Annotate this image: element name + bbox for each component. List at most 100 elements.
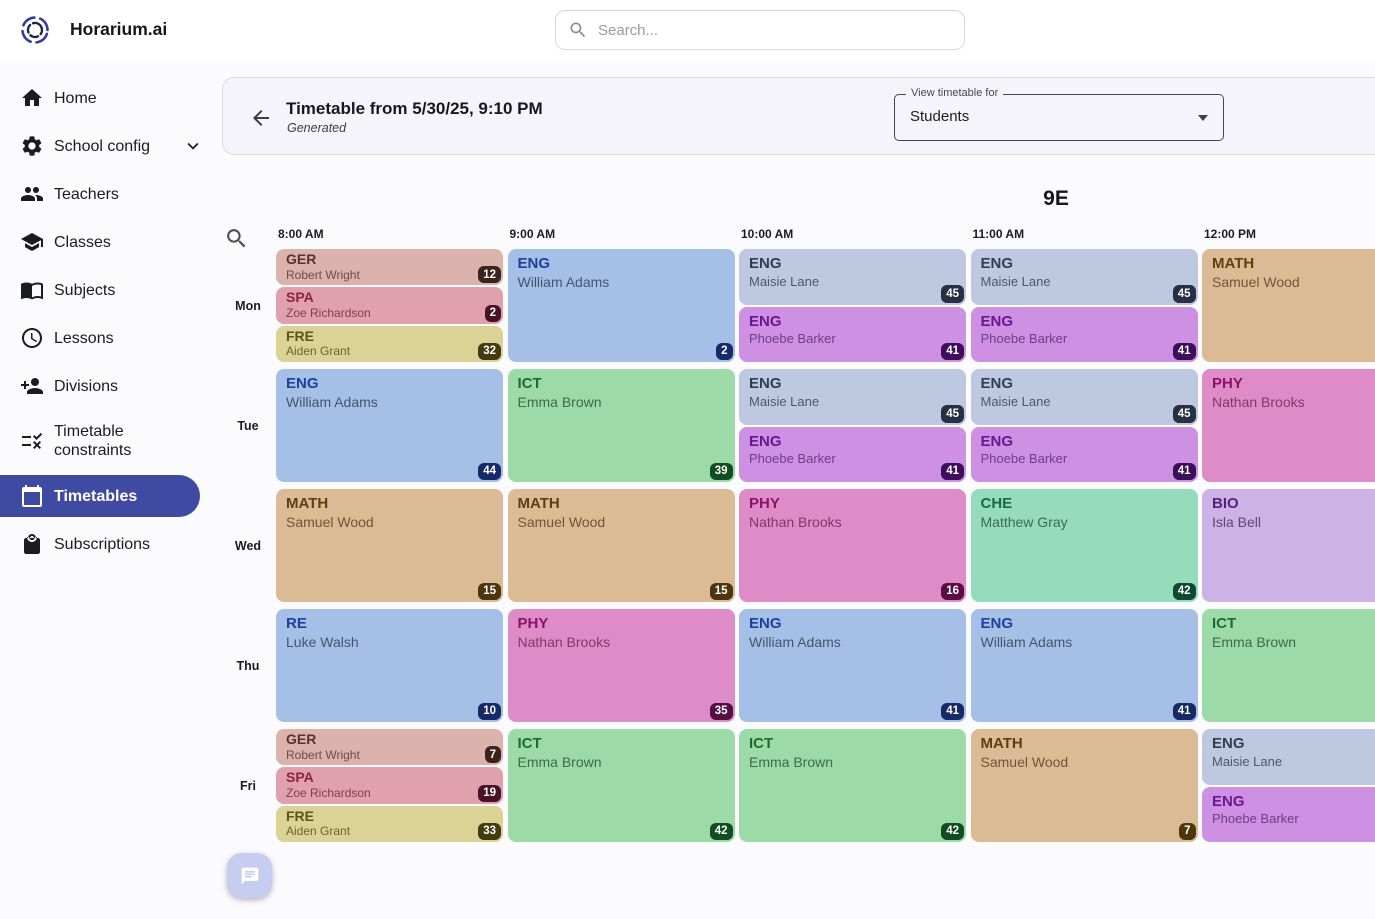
- chevron-down-icon[interactable]: [182, 135, 204, 157]
- sidebar-item-teachers[interactable]: Teachers: [0, 173, 210, 215]
- lesson-teacher-name: Samuel Wood: [286, 513, 374, 530]
- lesson-teacher-name: Nathan Brooks: [517, 633, 611, 650]
- lesson-block[interactable]: MATH Samuel Wood 15: [507, 489, 735, 602]
- timetable-cell: ENG Maisie Lane 45 ENG Phoebe Barker 41: [970, 249, 1198, 362]
- lesson-block[interactable]: FRE Aiden Grant 33: [276, 805, 503, 842]
- sidebar-item-lessons[interactable]: Lessons: [0, 317, 210, 359]
- lesson-block[interactable]: FRE Aiden Grant 32: [276, 325, 503, 362]
- lesson-count-badge: 12: [478, 266, 501, 284]
- lesson-block[interactable]: ENG Phoebe Barker: [1202, 786, 1375, 842]
- time-column-header: 11:00 AM: [972, 227, 1025, 241]
- lesson-block[interactable]: SPA Zoe Richardson 19: [276, 767, 503, 804]
- lesson-count-badge: 42: [1172, 582, 1196, 600]
- search-input[interactable]: [598, 21, 952, 39]
- lesson-count-badge: 41: [941, 342, 964, 360]
- timetable-cell: ICT Emma Brown 39: [507, 369, 735, 482]
- lesson-subject-code: CHE: [980, 495, 1013, 512]
- search-box[interactable]: [555, 10, 965, 50]
- lesson-teacher-name: Samuel Wood: [980, 753, 1069, 770]
- lesson-count-badge: 16: [941, 582, 964, 600]
- lesson-block[interactable]: ENG Phoebe Barker 41: [970, 306, 1198, 362]
- clock-icon: [20, 326, 44, 350]
- lesson-block[interactable]: MATH Samuel Wood 15: [276, 489, 503, 602]
- lesson-block[interactable]: ENG Phoebe Barker 41: [970, 426, 1198, 482]
- lesson-block[interactable]: ENG Phoebe Barker 41: [739, 306, 966, 362]
- lesson-block[interactable]: ENG William Adams 44: [276, 369, 503, 482]
- timetable-cell: CHE Matthew Gray 42: [970, 489, 1198, 602]
- lesson-block[interactable]: PHY Nathan Brooks 16: [739, 489, 966, 602]
- lesson-count-badge: 42: [941, 822, 964, 840]
- selected-pill: [0, 475, 200, 517]
- grid-search-icon[interactable]: [224, 226, 249, 251]
- lesson-block[interactable]: ICT Emma Brown 39: [507, 369, 735, 482]
- sidebar-item-home[interactable]: Home: [0, 77, 210, 119]
- arrow-back-icon: [253, 110, 269, 126]
- lesson-block[interactable]: SPA Zoe Richardson 2: [276, 287, 503, 324]
- lesson-subject-code: FRE: [286, 807, 314, 824]
- sidebar-item-classes[interactable]: Classes: [0, 221, 210, 263]
- lesson-block[interactable]: ICT Emma Brown 42: [739, 729, 966, 842]
- chat-icon: [241, 867, 258, 884]
- lesson-teacher-name: Aiden Grant: [286, 824, 351, 839]
- lesson-block[interactable]: CHE Matthew Gray 42: [970, 489, 1198, 602]
- lesson-block[interactable]: ENG Maisie Lane 45: [970, 249, 1198, 305]
- lesson-block[interactable]: MATH Samuel Wood 7: [970, 729, 1198, 842]
- lesson-block[interactable]: ENG Maisie Lane 45: [970, 369, 1198, 425]
- lesson-block[interactable]: ENG William Adams 41: [970, 609, 1198, 722]
- lesson-block[interactable]: PHY Nathan Brooks 35: [507, 609, 735, 722]
- timetable-cell: PHY Nathan Brooks 16: [739, 489, 966, 602]
- sidebar-item-timetable-constraints[interactable]: Timetable constraints: [0, 419, 210, 463]
- lesson-block[interactable]: ENG William Adams 2: [507, 249, 735, 362]
- lesson-block[interactable]: PHY Nathan Brooks: [1202, 369, 1375, 482]
- timetable-title: Timetable from 5/30/25, 9:10 PM: [286, 99, 543, 118]
- lesson-count-badge: 15: [478, 582, 501, 600]
- back-button[interactable]: [249, 106, 273, 130]
- lesson-block[interactable]: RE Luke Walsh 10: [276, 609, 503, 722]
- day-row-label: Tue: [237, 418, 259, 433]
- sidebar-item-timetables[interactable]: Timetables: [0, 475, 210, 517]
- people-icon: [20, 182, 44, 206]
- lesson-subject-code: ICT: [1212, 615, 1237, 632]
- timetable-cell: ICT Emma Brown 42: [739, 729, 966, 842]
- timetable-cell: ICT Emma Brown 42: [507, 729, 735, 842]
- sidebar-item-divisions[interactable]: Divisions: [0, 365, 210, 407]
- graduation-cap-icon: [20, 230, 44, 254]
- timetable-cell: ENG Maisie Lane 45 ENG Phoebe Barker 41: [970, 369, 1198, 482]
- lesson-count-badge: 7: [484, 746, 501, 764]
- sidebar-item-label: Timetable constraints: [54, 423, 132, 459]
- lesson-subject-code: ENG: [749, 312, 782, 330]
- lesson-count-badge: 41: [1172, 462, 1196, 480]
- timetable-cell: GER Robert Wright 12 SPA Zoe Richardson 2 FRE A…: [276, 249, 503, 362]
- lesson-block[interactable]: GER Robert Wright 7: [276, 729, 503, 766]
- lesson-block[interactable]: BIO Isla Bell: [1202, 489, 1375, 602]
- chat-fab-button[interactable]: [227, 853, 272, 898]
- time-column-header: 8:00 AM: [278, 227, 324, 241]
- lesson-teacher-name: Maisie Lane: [749, 273, 820, 289]
- sidebar-item-school-config[interactable]: School config: [0, 125, 210, 167]
- lesson-subject-code: ENG: [980, 615, 1014, 632]
- lesson-subject-code: SPA: [286, 769, 314, 786]
- lesson-block[interactable]: ENG Phoebe Barker 41: [739, 426, 966, 482]
- lesson-teacher-name: Emma Brown: [749, 753, 834, 770]
- lesson-block[interactable]: ENG Maisie Lane 45: [739, 369, 966, 425]
- lesson-count-badge: 41: [1172, 342, 1196, 360]
- lesson-subject-code: MATH: [286, 495, 329, 512]
- timetable-cell: MATH Samuel Wood 7: [970, 729, 1198, 842]
- lesson-block[interactable]: ICT Emma Brown: [1202, 609, 1375, 722]
- view-timetable-for-select[interactable]: View timetable for Students: [894, 87, 1224, 141]
- lesson-subject-code: ENG: [517, 255, 551, 272]
- lesson-teacher-name: Samuel Wood: [1212, 273, 1300, 290]
- lesson-block[interactable]: ENG Maisie Lane 45: [739, 249, 966, 305]
- lesson-block[interactable]: ENG William Adams 41: [739, 609, 966, 722]
- lesson-block[interactable]: ICT Emma Brown 42: [507, 729, 735, 842]
- sidebar-item-label: Home: [54, 89, 97, 107]
- lesson-teacher-name: Samuel Wood: [517, 513, 606, 530]
- day-row-label: Wed: [234, 538, 262, 553]
- sidebar-item-subscriptions[interactable]: Subscriptions: [0, 523, 210, 565]
- home-icon: [20, 86, 44, 110]
- sidebar-item-subjects[interactable]: Subjects: [0, 269, 210, 311]
- lesson-block[interactable]: ENG Maisie Lane: [1202, 729, 1375, 785]
- lesson-subject-code: GER: [286, 251, 317, 267]
- lesson-block[interactable]: MATH Samuel Wood: [1202, 249, 1375, 362]
- lesson-block[interactable]: GER Robert Wright 12: [276, 249, 503, 286]
